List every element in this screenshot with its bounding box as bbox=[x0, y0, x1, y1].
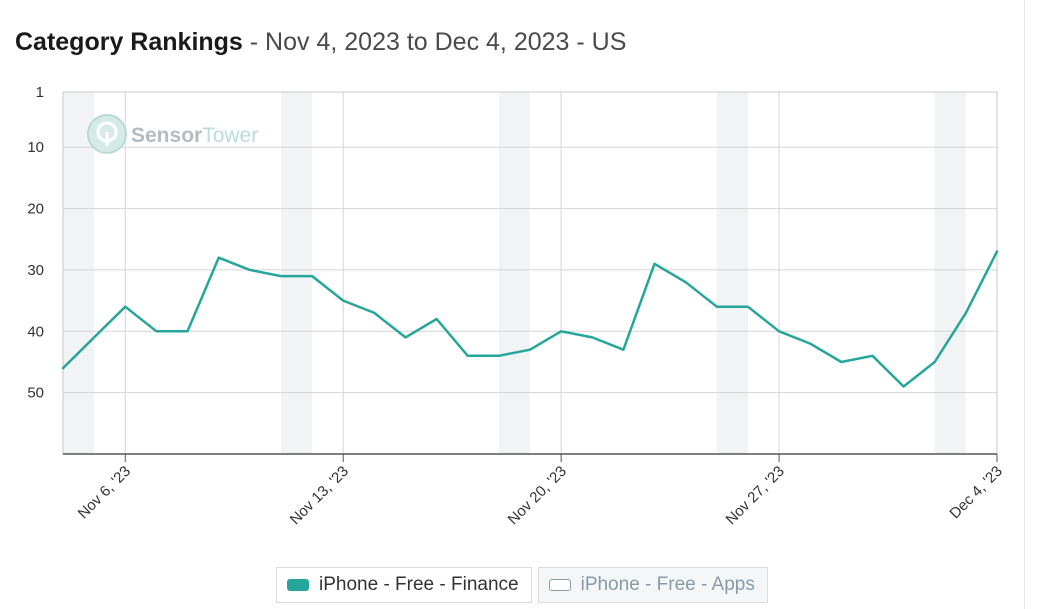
data-point[interactable] bbox=[868, 352, 876, 360]
legend-label-finance: iPhone - Free - Finance bbox=[319, 574, 519, 595]
data-point[interactable] bbox=[339, 297, 347, 305]
x-tick-label: Nov 6, '23 bbox=[75, 463, 134, 522]
legend-swatch-apps bbox=[548, 579, 571, 591]
series-line-finance bbox=[61, 250, 999, 388]
data-point[interactable] bbox=[588, 333, 596, 341]
y-tick-label: 50 bbox=[27, 385, 44, 402]
legend-swatch-finance bbox=[287, 579, 309, 591]
chart-title: Category Rankings bbox=[15, 28, 243, 56]
legend-label-apps: iPhone - Free - Apps bbox=[580, 574, 755, 595]
y-tick-label: 1 bbox=[36, 84, 44, 101]
weekend-band bbox=[280, 92, 313, 454]
watermark-text-tower: Tower bbox=[202, 124, 258, 147]
data-point[interactable] bbox=[308, 272, 316, 280]
data-point[interactable] bbox=[837, 358, 845, 366]
axes bbox=[62, 91, 998, 455]
data-point[interactable] bbox=[433, 315, 441, 323]
series-layer bbox=[59, 248, 1001, 391]
data-point[interactable] bbox=[121, 303, 129, 311]
svg-text:SensorTower: SensorTower bbox=[131, 124, 258, 147]
data-point[interactable] bbox=[619, 346, 627, 354]
data-point[interactable] bbox=[495, 352, 503, 360]
data-point[interactable] bbox=[90, 333, 98, 341]
data-point[interactable] bbox=[464, 352, 472, 360]
data-point[interactable] bbox=[931, 358, 939, 366]
y-tick-label: 20 bbox=[27, 201, 44, 218]
y-axis-ticks: 1 10 20 30 40 50 bbox=[27, 84, 44, 402]
watermark-text-sensor: Sensor bbox=[131, 124, 202, 147]
data-point[interactable] bbox=[277, 272, 285, 280]
gridlines bbox=[63, 92, 997, 454]
rankings-chart: SensorTower 1 10 20 30 40 50 Nov 6, '23 Nov 13… bbox=[27, 84, 1006, 528]
x-tick-label: Nov 27, '23 bbox=[723, 463, 788, 528]
chart-legend: iPhone - Free - Finance iPhone - Free - … bbox=[276, 567, 768, 603]
weekend-band bbox=[716, 92, 748, 454]
data-point[interactable] bbox=[962, 309, 970, 317]
weekend-band bbox=[63, 92, 95, 454]
data-point[interactable] bbox=[775, 327, 783, 335]
x-tick-label: Nov 13, '23 bbox=[287, 463, 352, 528]
data-point[interactable] bbox=[900, 383, 908, 391]
legend-item-finance[interactable]: iPhone - Free - Finance bbox=[276, 567, 532, 603]
data-point[interactable] bbox=[184, 327, 192, 335]
data-point[interactable] bbox=[713, 303, 721, 311]
data-point[interactable] bbox=[993, 248, 1001, 256]
data-point[interactable] bbox=[557, 327, 565, 335]
data-point[interactable] bbox=[744, 303, 752, 311]
data-point[interactable] bbox=[806, 340, 814, 348]
x-tick-label: Nov 20, '23 bbox=[505, 463, 570, 528]
watermark: SensorTower bbox=[87, 114, 258, 154]
chart-subtitle: - Nov 4, 2023 to Dec 4, 2023 - US bbox=[242, 28, 627, 56]
weekend-band bbox=[498, 92, 530, 454]
x-axis-ticks: Nov 6, '23 Nov 13, '23 Nov 20, '23 Nov 27, … bbox=[75, 454, 1006, 528]
legend-item-apps[interactable]: iPhone - Free - Apps bbox=[537, 567, 768, 603]
data-point[interactable] bbox=[246, 266, 254, 274]
data-point[interactable] bbox=[152, 327, 160, 335]
y-tick-label: 10 bbox=[27, 139, 44, 156]
y-tick-label: 40 bbox=[27, 323, 44, 340]
sensortower-logo-icon bbox=[87, 114, 127, 154]
data-point[interactable] bbox=[215, 254, 223, 262]
weekend-band bbox=[934, 92, 966, 454]
data-point[interactable] bbox=[401, 333, 409, 341]
chart-header: Category Rankings - Nov 4, 2023 to Dec 4… bbox=[15, 28, 626, 60]
data-point[interactable] bbox=[526, 346, 534, 354]
data-point[interactable] bbox=[682, 278, 690, 286]
data-point[interactable] bbox=[370, 309, 378, 317]
data-point[interactable] bbox=[651, 260, 659, 268]
data-point[interactable] bbox=[59, 364, 67, 372]
scrollbar-track[interactable] bbox=[1024, 0, 1039, 609]
weekend-shading bbox=[63, 92, 966, 454]
x-tick-label: Dec 4, '23 bbox=[946, 463, 1005, 522]
y-tick-label: 30 bbox=[27, 262, 44, 279]
